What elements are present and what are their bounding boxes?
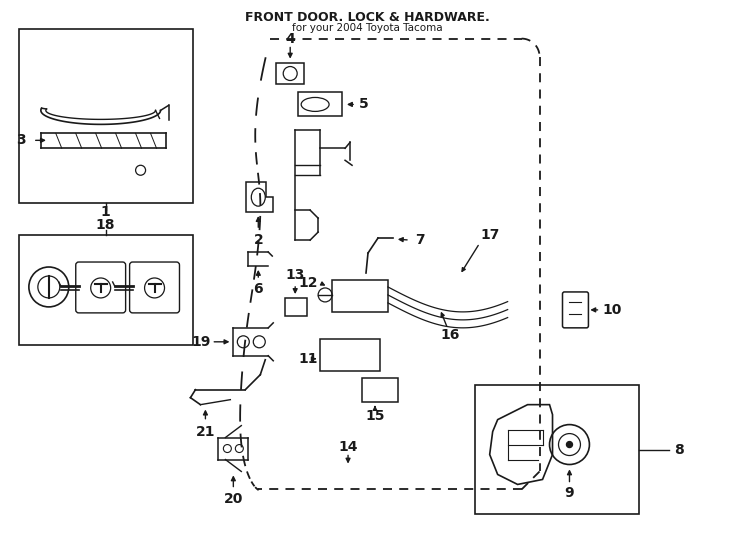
Text: 2: 2 <box>253 233 264 247</box>
Bar <box>19 235 194 345</box>
Text: 10: 10 <box>603 303 622 317</box>
Text: 20: 20 <box>224 492 243 507</box>
Bar <box>19 29 194 203</box>
Text: 7: 7 <box>415 233 425 247</box>
Text: 18: 18 <box>96 218 115 232</box>
Text: 17: 17 <box>480 228 499 242</box>
Bar <box>475 384 639 515</box>
Text: 13: 13 <box>286 268 305 282</box>
Bar <box>276 63 304 84</box>
Bar <box>286 298 307 316</box>
Text: 9: 9 <box>564 487 574 501</box>
Text: 8: 8 <box>675 443 684 456</box>
Text: 19: 19 <box>192 335 211 349</box>
Text: 11: 11 <box>299 352 318 366</box>
Text: FRONT DOOR. LOCK & HARDWARE.: FRONT DOOR. LOCK & HARDWARE. <box>244 11 490 24</box>
Bar <box>298 92 342 117</box>
Circle shape <box>567 442 573 448</box>
Text: 21: 21 <box>196 424 215 438</box>
Text: 14: 14 <box>338 440 357 454</box>
Text: 6: 6 <box>253 282 263 296</box>
FancyBboxPatch shape <box>76 262 126 313</box>
Text: 12: 12 <box>299 276 318 290</box>
Text: for your 2004 Toyota Tacoma: for your 2004 Toyota Tacoma <box>291 23 443 32</box>
Text: 4: 4 <box>286 32 295 45</box>
Text: 5: 5 <box>359 97 369 111</box>
FancyBboxPatch shape <box>130 262 180 313</box>
Text: 15: 15 <box>366 409 385 423</box>
Bar <box>362 377 398 402</box>
Text: 1: 1 <box>101 205 111 219</box>
Bar <box>320 339 380 371</box>
FancyBboxPatch shape <box>562 292 589 328</box>
Bar <box>332 280 388 312</box>
Text: 3: 3 <box>16 133 26 147</box>
Text: 16: 16 <box>440 328 459 342</box>
